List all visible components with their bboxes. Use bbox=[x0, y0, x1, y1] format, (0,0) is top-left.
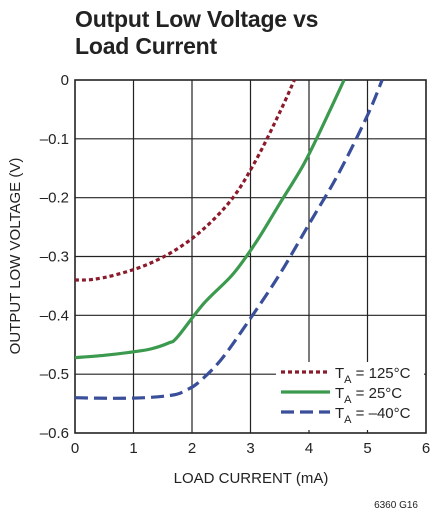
y-tick-label: –0.3 bbox=[40, 249, 69, 266]
x-tick-label: 1 bbox=[129, 440, 137, 457]
y-tick-label: –0.4 bbox=[40, 307, 69, 324]
legend-background bbox=[276, 362, 424, 430]
legend: TA = 125°CTA = 25°CTA = –40°C bbox=[276, 362, 424, 430]
x-tick-label: 0 bbox=[71, 440, 79, 457]
y-tick-label: –0.1 bbox=[40, 131, 69, 148]
x-tick-label: 4 bbox=[305, 440, 313, 457]
series-layer bbox=[74, 79, 384, 400]
x-tick-label: 2 bbox=[188, 440, 196, 457]
legend-label-1: TA = 25°C bbox=[335, 385, 402, 406]
legend-label-0: TA = 125°C bbox=[335, 365, 411, 386]
legend-label-2: TA = –40°C bbox=[335, 405, 411, 426]
series-line-0 bbox=[74, 79, 296, 282]
series-line-2 bbox=[74, 79, 384, 400]
x-tick-label: 5 bbox=[363, 440, 371, 457]
chart-title: Output Low Voltage vs Load Current bbox=[75, 6, 319, 59]
x-axis-label: LOAD CURRENT (mA) bbox=[174, 470, 329, 487]
x-axis-ticks: 0 1 2 3 4 5 6 bbox=[71, 440, 430, 457]
plot-frame bbox=[74, 79, 427, 434]
y-tick-label: –0.5 bbox=[40, 366, 69, 383]
y-tick-label: 0 bbox=[61, 72, 69, 89]
x-tick-label: 6 bbox=[422, 440, 430, 457]
series-line-1 bbox=[74, 79, 346, 360]
y-tick-label: –0.2 bbox=[40, 190, 69, 207]
x-tick-label: 3 bbox=[246, 440, 254, 457]
y-axis-ticks: 0 –0.1 –0.2 –0.3 –0.4 –0.5 –0.6 bbox=[40, 72, 69, 442]
figure-id: 6360 G16 bbox=[374, 500, 418, 511]
y-tick-label: –0.6 bbox=[40, 425, 69, 442]
y-axis-label: OUTPUT LOW VOLTAGE (V) bbox=[7, 158, 24, 355]
